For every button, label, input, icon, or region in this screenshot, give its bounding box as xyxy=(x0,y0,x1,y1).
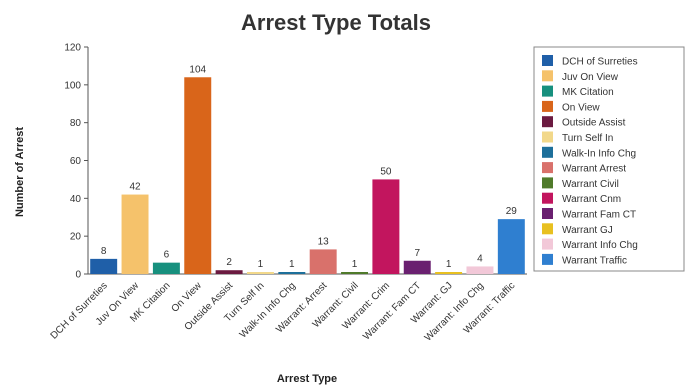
legend-swatch xyxy=(542,208,553,219)
y-tick-label: 20 xyxy=(70,232,82,243)
bar-value-label: 8 xyxy=(101,246,107,257)
bar xyxy=(121,194,149,274)
bar xyxy=(278,272,306,274)
bar xyxy=(215,270,243,274)
bar xyxy=(309,249,337,274)
legend: DCH of Surreties Juv On View MK Citation On… xyxy=(533,46,685,272)
legend-label: Turn Self In xyxy=(562,133,613,144)
legend-swatch xyxy=(542,146,553,158)
bar xyxy=(184,77,212,275)
x-axis-title: Arrest Type xyxy=(277,373,337,385)
data-labels: 8 42 6 104 2 1 1 13 1 50 7 1 4 29 xyxy=(101,64,517,270)
bar xyxy=(435,272,463,274)
bar xyxy=(497,219,525,274)
legend-swatch xyxy=(542,223,553,235)
x-tick-label: Walk-In Info Chg xyxy=(238,280,298,340)
bar-value-label: 1 xyxy=(258,259,264,270)
legend-label: Warrant Arrest xyxy=(562,164,626,175)
bar-value-label: 7 xyxy=(414,248,420,259)
bar xyxy=(372,179,400,274)
bar xyxy=(246,272,274,274)
legend-swatch xyxy=(542,100,553,112)
legend-swatch xyxy=(542,116,553,128)
legend-label: Warrant Info Chg xyxy=(562,240,638,251)
legend-label: Warrant Civil xyxy=(562,179,619,190)
y-ticks: 0 20 40 60 80 100 120 xyxy=(64,43,88,281)
legend-swatch xyxy=(542,253,553,265)
y-tick-label: 80 xyxy=(70,118,82,129)
y-axis-title: Number of Arrest xyxy=(14,127,26,217)
legend-label: On View xyxy=(562,102,600,113)
bars xyxy=(90,77,525,275)
bar-value-label: 6 xyxy=(164,250,170,261)
x-tick-label: Warrant: Fam CT xyxy=(361,280,423,342)
y-tick-label: 40 xyxy=(70,194,82,205)
legend-label: Juv On View xyxy=(562,72,619,83)
legend-label: Warrant GJ xyxy=(562,225,613,236)
legend-box xyxy=(533,46,685,272)
legend-label: Warrant Fam CT xyxy=(562,210,636,221)
chart-title: Arrest Type Totals xyxy=(241,10,431,35)
bar-value-label: 4 xyxy=(477,253,483,264)
legend-swatch xyxy=(542,70,553,82)
legend-label: Outside Assist xyxy=(562,118,626,129)
bar xyxy=(403,260,431,274)
bar-value-label: 50 xyxy=(380,166,392,177)
bar-value-label: 29 xyxy=(506,206,518,217)
bar-value-label: 2 xyxy=(226,257,232,268)
bar-value-label: 1 xyxy=(289,259,295,270)
legend-swatch xyxy=(542,238,553,250)
legend-swatch xyxy=(542,85,553,97)
y-tick-label: 100 xyxy=(64,80,81,91)
x-tick-label: DCH of Surreties xyxy=(49,280,110,341)
bar xyxy=(466,266,494,274)
x-tick-label: Warrant: Info Chg xyxy=(423,280,486,343)
legend-label: Walk-In Info Chg xyxy=(562,148,636,159)
legend-label: DCH of Surreties xyxy=(562,57,638,68)
legend-swatch xyxy=(542,131,553,143)
bar-value-label: 13 xyxy=(318,236,330,247)
y-tick-label: 120 xyxy=(64,43,81,54)
bar xyxy=(152,262,180,274)
bar xyxy=(90,258,118,274)
legend-label: Warrant Traffic xyxy=(562,255,627,266)
y-tick-label: 0 xyxy=(75,270,81,281)
legend-swatch xyxy=(542,177,553,189)
y-tick-label: 60 xyxy=(70,156,82,167)
legend-swatch xyxy=(542,162,553,174)
bar-value-label: 1 xyxy=(352,259,358,270)
legend-swatch xyxy=(542,192,553,204)
bar-value-label: 42 xyxy=(129,182,141,193)
bar-value-label: 104 xyxy=(189,64,206,75)
bar xyxy=(341,272,369,274)
legend-label: Warrant Cnm xyxy=(562,194,621,205)
bar-value-label: 1 xyxy=(446,259,452,270)
legend-swatch xyxy=(542,55,553,66)
legend-label: MK Citation xyxy=(562,87,614,98)
